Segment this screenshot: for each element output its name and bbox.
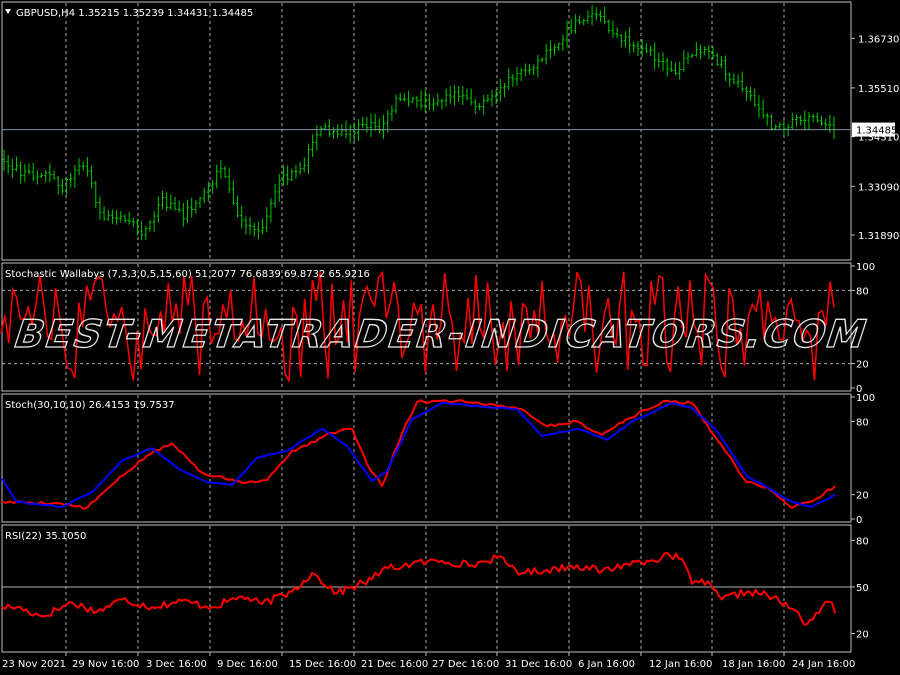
- y-tick-label: 100: [856, 393, 875, 404]
- watermark: BEST-METATRADER-INDICATORS.COM: [8, 313, 874, 357]
- y-tick-label: 1.33090: [858, 182, 899, 193]
- rsi-title: RSI(22) 35.1050: [5, 531, 86, 542]
- main-chart-title: GBPUSD,H4 1.35215 1.35239 1.34431 1.3448…: [16, 8, 253, 19]
- y-tick-label: 100: [856, 262, 875, 273]
- x-tick-label: 12 Jan 16:00: [649, 659, 712, 670]
- stoch-main-line: [1, 399, 836, 510]
- x-tick-label: 23 Nov 2021: [2, 659, 66, 670]
- stochastic-wallabys-title: Stochastic Wallabys (7,3,3,0,5,15,60) 51…: [5, 269, 370, 280]
- symbol-menu-triangle-icon[interactable]: [5, 9, 11, 14]
- x-tick-label: 29 Nov 16:00: [72, 659, 139, 670]
- rsi-line: [1, 551, 836, 626]
- y-tick-label: 80: [856, 286, 869, 297]
- x-tick-label: 18 Jan 16:00: [722, 659, 785, 670]
- x-tick-label: 21 Dec 16:00: [361, 659, 428, 670]
- y-tick-label: 0: [856, 515, 862, 526]
- x-tick-label: 3 Dec 16:00: [146, 659, 207, 670]
- y-tick-label: 1.36730: [858, 34, 899, 45]
- current-price-label: 1.34485: [856, 126, 897, 137]
- x-tick-label: 24 Jan 16:00: [792, 659, 855, 670]
- stoch-signal-line: [1, 402, 836, 508]
- x-tick-label: 15 Dec 16:00: [289, 659, 356, 670]
- y-tick-label: 80: [856, 417, 869, 428]
- candles: [2, 4, 836, 241]
- y-tick-label: 50: [856, 583, 869, 594]
- pane-frame: [1, 393, 852, 523]
- y-tick-label: 80: [856, 536, 869, 547]
- stochastic-wallabys-line: [0, 270, 835, 382]
- y-tick-label: 20: [856, 360, 869, 371]
- y-tick-label: 20: [856, 629, 869, 640]
- current-price-box: [852, 122, 895, 137]
- x-tick-label: 9 Dec 16:00: [217, 659, 278, 670]
- y-tick-label: 1.31890: [858, 231, 899, 242]
- x-tick-label: 27 Dec 16:00: [432, 659, 499, 670]
- x-tick-label: 6 Jan 16:00: [578, 659, 635, 670]
- y-tick-label: 1.34310: [858, 133, 899, 144]
- y-tick-label: 20: [856, 491, 869, 502]
- x-tick-label: 31 Dec 16:00: [505, 659, 572, 670]
- y-tick-label: 1.35510: [858, 84, 899, 95]
- pane-frame: [1, 1, 852, 261]
- y-tick-label: 0: [856, 384, 862, 395]
- stoch-title: Stoch(30,10,10) 26.4153 19.7537: [5, 400, 175, 411]
